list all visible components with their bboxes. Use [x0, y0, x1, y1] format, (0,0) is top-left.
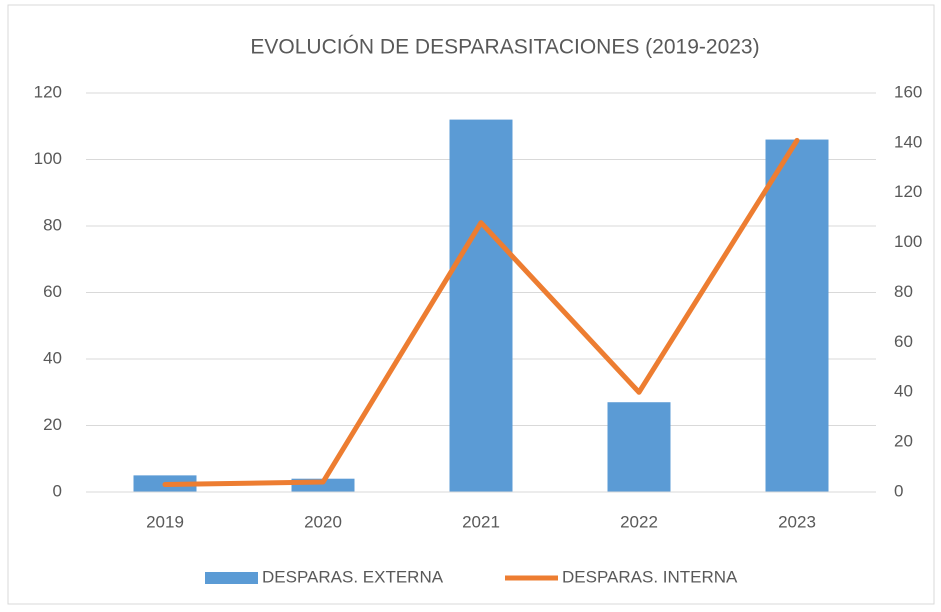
legend-label: DESPARAS. EXTERNA	[262, 567, 444, 586]
y2-tick-label: 160	[894, 82, 922, 101]
y-tick-label: 20	[43, 415, 62, 434]
x-tick-label: 2021	[462, 512, 500, 531]
bar	[607, 402, 671, 492]
y2-tick-label: 20	[894, 432, 913, 451]
y-tick-label: 80	[43, 215, 62, 234]
line	[162, 137, 800, 488]
y-tick-label: 100	[34, 149, 62, 168]
y-tick-label: 40	[43, 348, 62, 367]
x-tick-label: 2022	[620, 512, 658, 531]
y2-tick-label: 60	[894, 332, 913, 351]
x-tick-label: 2019	[146, 512, 184, 531]
y-tick-label: 120	[34, 82, 62, 101]
y-tick-label: 60	[43, 282, 62, 301]
y-tick-label: 0	[53, 481, 62, 500]
y2-tick-label: 40	[894, 382, 913, 401]
x-tick-label: 2023	[778, 512, 816, 531]
bar	[449, 119, 513, 492]
y2-tick-label: 80	[894, 282, 913, 301]
chart-title: EVOLUCIÓN DE DESPARASITACIONES (2019-202…	[250, 36, 759, 59]
legend-label: DESPARAS. INTERNA	[562, 567, 738, 586]
legend-swatch	[205, 572, 258, 584]
y2-tick-label: 0	[894, 481, 903, 500]
y2-tick-label: 140	[894, 132, 922, 151]
y2-tick-label: 120	[894, 182, 922, 201]
x-tick-label: 2020	[304, 512, 342, 531]
bar	[765, 139, 829, 493]
y2-tick-label: 100	[894, 232, 922, 251]
